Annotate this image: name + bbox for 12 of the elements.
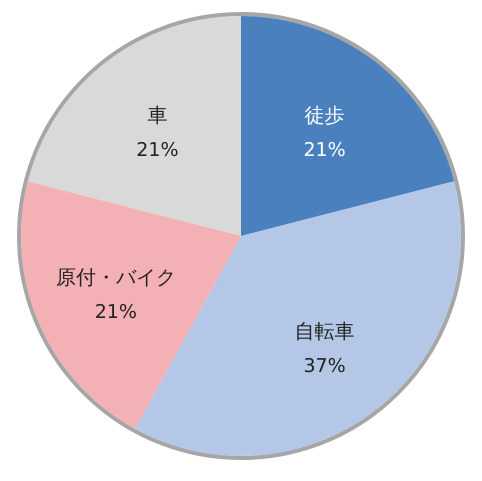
data-label: 21% xyxy=(136,139,179,162)
data-label: 21% xyxy=(303,139,346,162)
slice-label: 原付・バイク xyxy=(56,265,176,290)
pie-slice xyxy=(21,181,241,429)
slice-label: 徒歩 xyxy=(304,103,345,128)
pie-slice xyxy=(28,16,241,236)
slice-label: 車 xyxy=(147,103,168,128)
slice-label: 自転車 xyxy=(294,318,355,343)
data-label: 21% xyxy=(94,301,137,324)
pie-slice xyxy=(241,16,454,236)
pie-slice xyxy=(135,181,461,456)
data-label: 37% xyxy=(303,354,346,377)
